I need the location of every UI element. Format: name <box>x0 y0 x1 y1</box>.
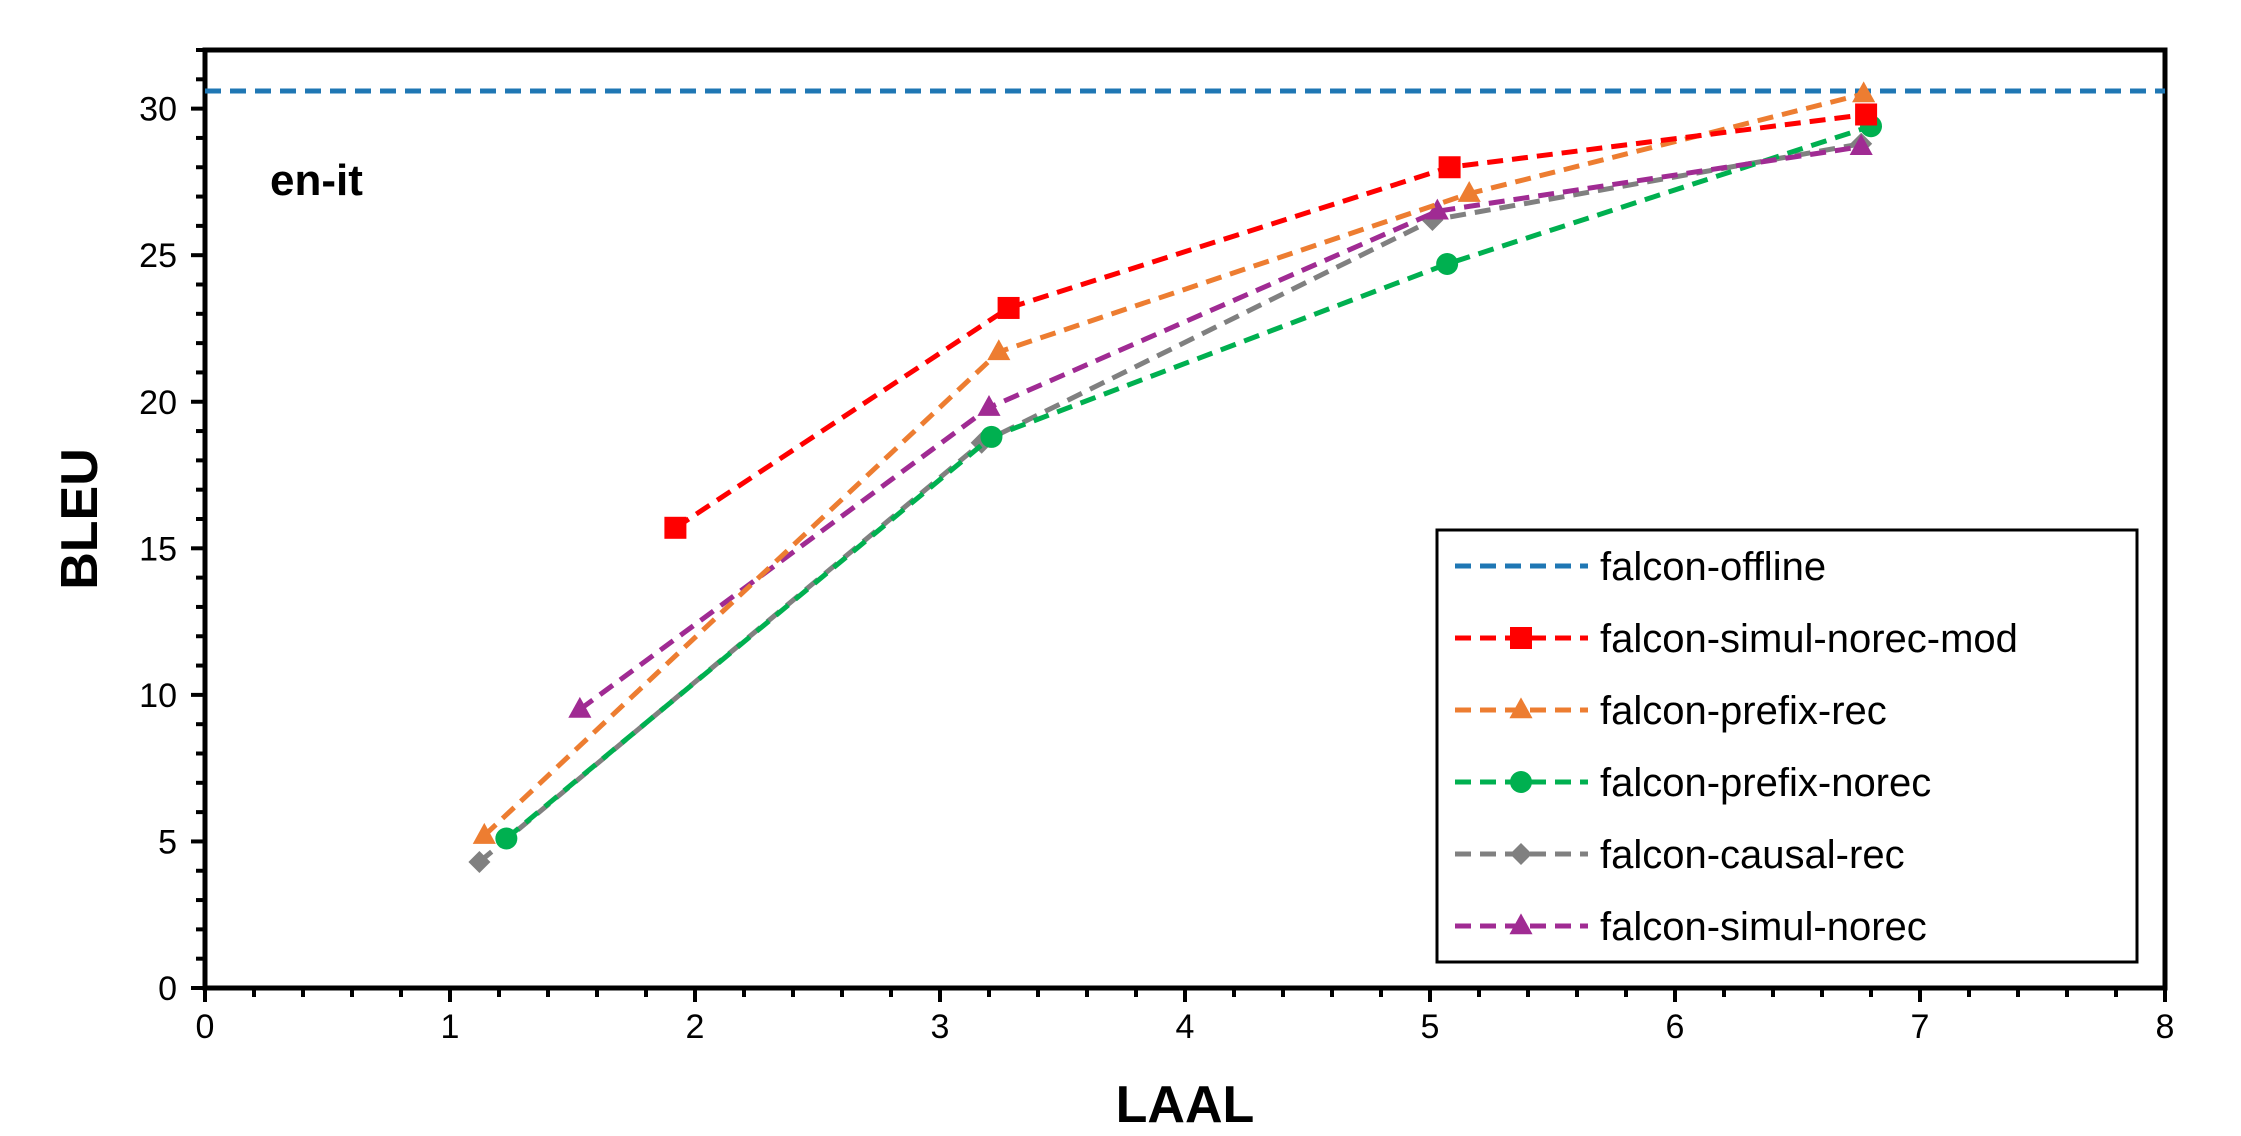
x-tick-label: 2 <box>686 1008 705 1046</box>
falcon-simul-norec-point <box>568 696 592 718</box>
legend-entry: falcon-simul-norec <box>1455 905 1927 949</box>
legend-label: falcon-offline <box>1600 545 1826 589</box>
legend-swatch-marker <box>1510 843 1532 865</box>
legend-label: falcon-simul-norec <box>1600 905 1927 949</box>
x-tick-label: 5 <box>1421 1008 1440 1046</box>
x-tick-label: 7 <box>1911 1008 1930 1046</box>
legend-entry: falcon-causal-rec <box>1455 833 1905 877</box>
legend-entry: falcon-simul-norec-mod <box>1455 617 2018 661</box>
legend-label: falcon-simul-norec-mod <box>1600 617 2018 661</box>
legend-swatch-marker <box>1509 697 1533 719</box>
legend-label: falcon-prefix-rec <box>1600 689 1887 733</box>
series-layer <box>468 81 1882 873</box>
falcon-prefix-rec-point <box>1457 180 1481 202</box>
falcon-simul-norec-mod-point <box>1855 103 1878 126</box>
y-tick-label: 10 <box>139 677 177 715</box>
falcon-simul-norec-mod-line <box>674 112 1867 530</box>
legend-swatch-marker <box>1510 771 1532 793</box>
falcon-simul-norec-mod-point <box>664 516 687 539</box>
falcon-prefix-norec-point <box>980 425 1003 448</box>
falcon-simul-norec-mod-series <box>664 103 1878 539</box>
y-tick-label: 15 <box>139 530 177 568</box>
falcon-simul-norec-line <box>578 144 1862 712</box>
legend-box <box>1435 528 2139 964</box>
falcon-causal-rec-line <box>477 141 1862 864</box>
falcon-prefix-rec-line <box>482 91 1865 838</box>
tick-layer: 0 1 2 3 4 5 6 7 8 0 5 10 15 20 25 30 <box>139 48 2175 1046</box>
y-tick-label: 5 <box>158 823 177 861</box>
falcon-prefix-norec-point <box>495 827 518 850</box>
falcon-causal-rec-point <box>468 850 491 873</box>
x-tick-label: 6 <box>1666 1008 1685 1046</box>
falcon-prefix-norec-series <box>495 115 1882 850</box>
falcon-prefix-rec-point <box>1852 81 1876 103</box>
x-tick-label: 1 <box>441 1008 460 1046</box>
falcon-simul-norec-point <box>1849 134 1873 155</box>
y-tick-label: 20 <box>139 384 177 422</box>
chart-annotation: en-it <box>270 156 363 205</box>
legend-entry: falcon-prefix-rec <box>1455 689 1887 733</box>
falcon-simul-norec-mod-point <box>997 296 1020 319</box>
legend: falcon-offline falcon-simul-norec-mod falc… <box>1435 528 2139 964</box>
falcon-simul-norec-series <box>568 134 1873 718</box>
legend-swatch-marker <box>1509 913 1533 935</box>
legend-label: falcon-prefix-norec <box>1600 761 1931 805</box>
x-tick-label: 0 <box>196 1008 215 1046</box>
legend-entry: falcon-prefix-norec <box>1455 761 1931 805</box>
legend-swatch-marker <box>1510 627 1532 649</box>
y-axis-title: BLEU <box>51 448 109 590</box>
y-tick-label: 0 <box>158 970 177 1008</box>
falcon-simul-norec-point <box>977 394 1001 416</box>
x-axis-title: LAAL <box>1116 1076 1255 1134</box>
y-tick-label: 25 <box>139 237 177 275</box>
falcon-simul-norec-mod-point <box>1438 156 1461 179</box>
falcon-prefix-norec-line <box>504 123 1872 841</box>
falcon-prefix-rec-point <box>472 822 496 844</box>
x-tick-label: 4 <box>1176 1008 1195 1046</box>
falcon-prefix-norec-point <box>1436 252 1459 275</box>
falcon-prefix-rec-point <box>987 339 1011 361</box>
y-tick-label: 30 <box>139 91 177 129</box>
legend-label: falcon-causal-rec <box>1600 833 1905 877</box>
falcon-simul-norec-point <box>1425 198 1449 220</box>
falcon-prefix-rec-series <box>472 81 1876 844</box>
legend-entry: falcon-offline <box>1455 545 1826 589</box>
x-tick-label: 8 <box>2156 1008 2175 1046</box>
x-tick-label: 3 <box>931 1008 950 1046</box>
